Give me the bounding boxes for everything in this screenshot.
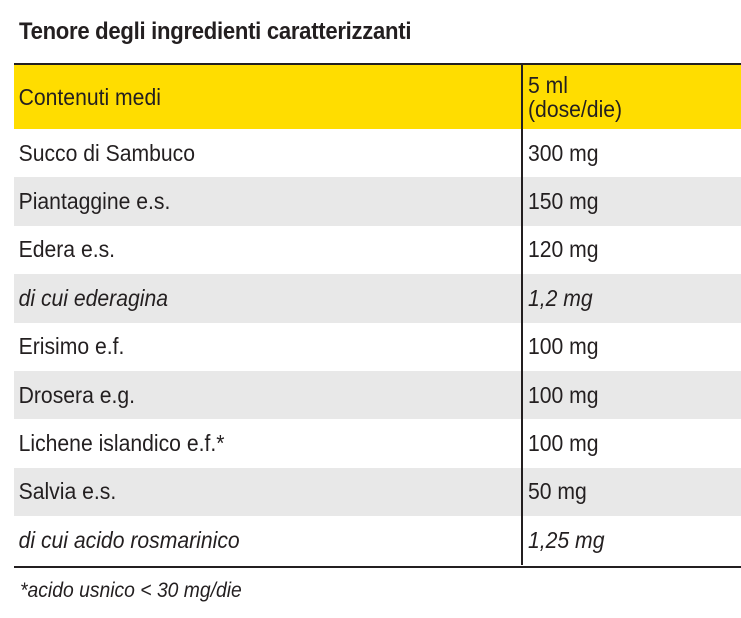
ingredients-table: Contenuti medi 5 ml (dose/die) Succo di …	[14, 63, 741, 565]
ingredient-amount: 150 mg	[528, 188, 599, 215]
ingredient-amount-cell: 1,2 mg	[521, 274, 741, 323]
ingredient-name: Piantaggine e.s.	[18, 188, 171, 215]
table-header-row: Contenuti medi 5 ml (dose/die)	[14, 63, 741, 129]
ingredient-name: Drosera e.g.	[18, 381, 136, 408]
ingredient-amount-cell: 150 mg	[521, 177, 741, 226]
table-title: Tenore degli ingredienti caratterizzanti	[19, 18, 412, 45]
ingredient-amount-cell: 120 mg	[521, 225, 741, 275]
table-bottom-rule	[14, 566, 741, 568]
table-row: Drosera e.g. 100 mg	[14, 370, 741, 420]
ingredient-amount-cell: 100 mg	[521, 419, 741, 468]
ingredient-name: di cui ederagina	[18, 284, 169, 311]
ingredient-amount-cell: 50 mg	[521, 467, 741, 517]
ingredient-amount-cell: 100 mg	[521, 370, 741, 420]
ingredient-amount-cell: 300 mg	[521, 129, 741, 178]
ingredient-amount: 50 mg	[528, 478, 587, 505]
ingredient-amount: 120 mg	[528, 236, 599, 263]
table-row: Salvia e.s. 50 mg	[14, 467, 741, 517]
table-row: Edera e.s. 120 mg	[14, 225, 741, 275]
header-contenuti-medi: Contenuti medi	[18, 83, 161, 110]
ingredient-name: Salvia e.s.	[18, 478, 117, 505]
table-row: Piantaggine e.s. 150 mg	[14, 177, 741, 226]
ingredient-amount: 100 mg	[528, 430, 599, 457]
ingredient-name: Erisimo e.f.	[18, 333, 125, 360]
table-row: Erisimo e.f. 100 mg	[14, 322, 741, 371]
ingredient-amount: 100 mg	[528, 333, 599, 360]
ingredient-amount-cell: 1,25 mg	[521, 516, 741, 565]
ingredient-name: Edera e.s.	[18, 236, 116, 263]
footnote: *acido usnico < 30 mg/die	[20, 579, 242, 602]
table-row: Succo di Sambuco 300 mg	[14, 129, 741, 178]
ingredient-amount: 300 mg	[528, 139, 599, 166]
table-row: Lichene islandico e.f.* 100 mg	[14, 419, 741, 468]
ingredient-amount-cell: 100 mg	[521, 322, 741, 371]
header-dose-column: 5 ml (dose/die)	[521, 65, 741, 129]
ingredient-amount: 1,25 mg	[528, 526, 605, 553]
header-dose-label: 5 ml (dose/die)	[528, 72, 623, 122]
table-row: di cui acido rosmarinico 1,25 mg	[14, 516, 741, 565]
ingredient-name: Lichene islandico e.f.*	[18, 430, 225, 457]
ingredient-amount: 100 mg	[528, 381, 599, 408]
ingredient-name: Succo di Sambuco	[18, 139, 196, 166]
ingredient-amount: 1,2 mg	[528, 284, 593, 311]
table-row: di cui ederagina 1,2 mg	[14, 274, 741, 323]
ingredient-name: di cui acido rosmarinico	[18, 526, 240, 553]
